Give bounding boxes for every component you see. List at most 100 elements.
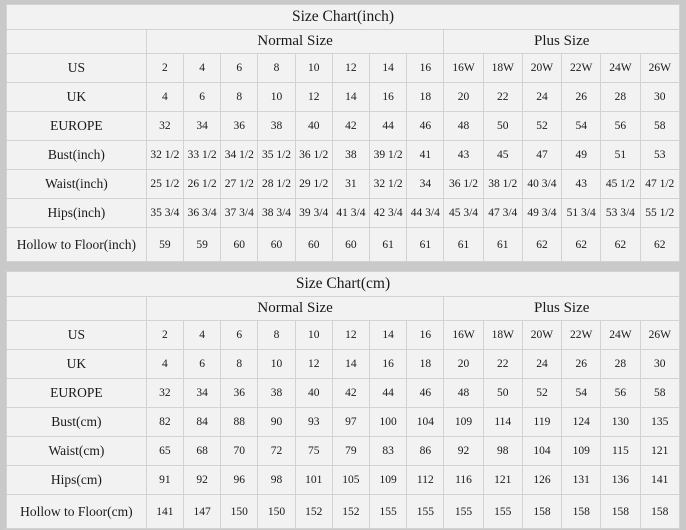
data-cell: 92 (182, 465, 222, 495)
table-row: EUROPE 32 34 36 38 40 42 44 46 48 50 52 54 56 58 (6, 378, 681, 408)
data-cell: 115 (600, 436, 641, 466)
data-cell: 18W (482, 320, 523, 350)
group-header-normal-size: Normal Size (145, 29, 445, 54)
group-header-spacer (6, 29, 147, 54)
data-cell: 22 (482, 349, 523, 379)
data-cell: 12 (294, 82, 333, 112)
data-cell: 22 (482, 82, 523, 112)
size-chart-table-inch: Size Chart(inch) Normal Size Plus Size US 2 4… (6, 4, 681, 262)
table-row: UK 4 6 8 10 12 14 16 18 20 22 24 26 28 30 (6, 349, 681, 379)
data-cell: 24 (521, 82, 563, 112)
data-cell: 124 (561, 407, 602, 437)
data-cell: 20 (443, 349, 484, 379)
row-label: Waist(cm) (6, 436, 147, 466)
data-cell: 38 (257, 378, 296, 408)
group-header-spacer (6, 296, 147, 321)
data-cell: 20 (443, 82, 484, 112)
data-cell: 32 1/2 (369, 169, 408, 199)
data-cell: 109 (443, 407, 484, 437)
data-cell: 26 1/2 (182, 169, 222, 199)
data-cell: 49 (561, 140, 602, 170)
row-label: Hollow to Floor(inch) (6, 227, 147, 262)
row-label: Hollow to Floor(cm) (6, 494, 147, 529)
data-cell: 79 (331, 436, 371, 466)
data-cell: 37 3/4 (220, 198, 259, 228)
data-cell: 12 (331, 53, 371, 83)
data-cell: 34 1/2 (220, 140, 259, 170)
row-label: Bust(cm) (6, 407, 147, 437)
data-cell: 42 (331, 111, 371, 141)
data-cell: 62 (639, 227, 681, 262)
row-label: Hips(cm) (6, 465, 147, 495)
data-cell: 50 (482, 378, 523, 408)
data-cell: 12 (331, 320, 371, 350)
data-cell: 121 (482, 465, 523, 495)
table-row: Bust(cm) 82 84 88 90 93 97 100 104 109 114 119 124 13… (6, 407, 681, 437)
data-cell: 59 (182, 227, 222, 262)
data-cell: 26W (639, 320, 681, 350)
data-cell: 32 (145, 378, 185, 408)
data-cell: 70 (220, 436, 259, 466)
data-cell: 25 1/2 (145, 169, 185, 199)
data-cell: 104 (406, 407, 445, 437)
data-cell: 155 (369, 494, 408, 529)
data-cell: 4 (145, 349, 185, 379)
data-cell: 130 (600, 407, 641, 437)
data-cell: 50 (482, 111, 523, 141)
data-cell: 155 (406, 494, 445, 529)
row-label: Hips(inch) (6, 198, 147, 228)
data-cell: 46 (406, 111, 445, 141)
data-cell: 38 1/2 (482, 169, 523, 199)
data-cell: 47 3/4 (482, 198, 523, 228)
data-cell: 56 (600, 378, 641, 408)
data-cell: 92 (443, 436, 484, 466)
data-cell: 58 (639, 111, 681, 141)
data-cell: 60 (331, 227, 371, 262)
row-label: US (6, 53, 147, 83)
data-cell: 8 (220, 349, 259, 379)
data-cell: 14 (331, 349, 371, 379)
data-cell: 44 (369, 378, 408, 408)
data-cell: 38 3/4 (257, 198, 296, 228)
data-cell: 158 (600, 494, 641, 529)
data-cell: 147 (182, 494, 222, 529)
data-cell: 44 3/4 (406, 198, 445, 228)
data-cell: 60 (257, 227, 296, 262)
data-cell: 58 (639, 378, 681, 408)
data-cell: 16W (443, 320, 484, 350)
data-cell: 20W (521, 53, 563, 83)
title-row: Size Chart(cm) (6, 271, 680, 297)
data-cell: 47 (521, 140, 563, 170)
data-cell: 109 (369, 465, 408, 495)
data-cell: 30 (639, 349, 681, 379)
data-cell: 2 (145, 320, 185, 350)
data-cell: 4 (145, 82, 185, 112)
table-row: Bust(inch) 32 1/2 33 1/2 34 1/2 35 1/2 36 1/2… (6, 140, 681, 170)
data-cell: 41 (406, 140, 445, 170)
data-cell: 101 (294, 465, 333, 495)
data-cell: 39 1/2 (369, 140, 408, 170)
data-cell: 48 (443, 111, 484, 141)
data-cell: 60 (220, 227, 259, 262)
data-cell: 150 (220, 494, 259, 529)
data-cell: 26 (561, 82, 602, 112)
data-cell: 93 (294, 407, 333, 437)
data-cell: 6 (182, 82, 222, 112)
data-cell: 8 (257, 320, 296, 350)
data-cell: 36 3/4 (182, 198, 222, 228)
data-cell: 43 (443, 140, 484, 170)
data-cell: 35 1/2 (257, 140, 296, 170)
data-cell: 86 (406, 436, 445, 466)
data-cell: 82 (145, 407, 185, 437)
group-header-normal-size: Normal Size (145, 296, 445, 321)
data-cell: 54 (561, 111, 602, 141)
chart-title: Size Chart(inch) (6, 4, 680, 30)
data-cell: 27 1/2 (220, 169, 259, 199)
data-cell: 44 (369, 111, 408, 141)
data-cell: 40 (294, 378, 333, 408)
data-cell: 97 (331, 407, 371, 437)
data-cell: 31 (331, 169, 371, 199)
data-cell: 45 3/4 (443, 198, 484, 228)
data-cell: 61 (482, 227, 523, 262)
